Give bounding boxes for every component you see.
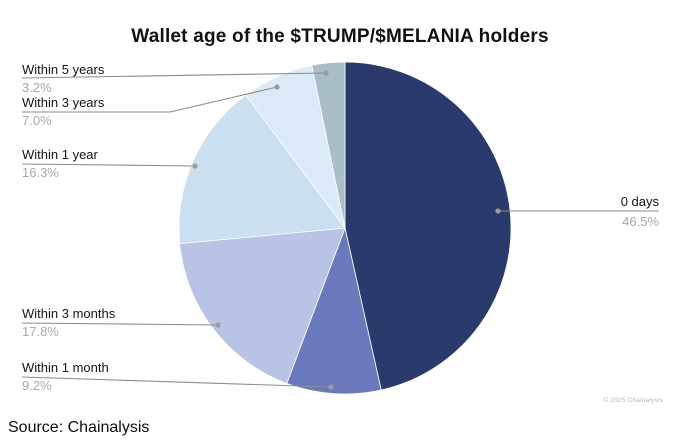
source-caption: Source: Chainalysis (8, 419, 150, 436)
copyright-note: © 2025 Chainalysis (603, 397, 663, 404)
leader-line-within-1-year (21, 163, 196, 167)
leader-dot-within-1-year (192, 163, 198, 169)
leader-dot-within-3-months (215, 322, 221, 328)
pie-slice-within-1-year[interactable] (178, 94, 346, 245)
pie-slice-within-3-months[interactable] (179, 227, 346, 384)
leader-line-within-3-years (22, 86, 278, 113)
leader-dot-within-5-years (323, 70, 329, 76)
slice-label-0-days: 0 days (621, 194, 660, 209)
pie-slice-within-5-years[interactable] (311, 61, 346, 229)
slice-label-within-3-months: Within 3 months (22, 306, 116, 321)
leader-line-within-1-month (21, 376, 332, 388)
slice-percent-0-days: 46.5% (622, 214, 659, 229)
leader-line-within-5-years (21, 72, 327, 79)
slice-percent-within-5-years: 3.2% (22, 80, 52, 95)
pie-slice-within-1-month[interactable] (286, 226, 382, 395)
slice-label-within-5-years: Within 5 years (22, 62, 105, 77)
slice-percent-within-1-year: 16.3% (22, 165, 59, 180)
leader-dot-0-days (495, 208, 501, 214)
leader-line-within-3-months (21, 322, 219, 326)
slice-percent-within-3-months: 17.8% (22, 324, 59, 339)
slice-label-within-3-years: Within 3 years (22, 95, 105, 110)
pie-slice-0-days[interactable] (344, 61, 512, 391)
slice-percent-within-1-month: 9.2% (22, 378, 52, 393)
slice-percent-within-3-years: 7.0% (22, 113, 52, 128)
chart-title: Wallet age of the $TRUMP/$MELANIA holder… (131, 26, 549, 47)
slice-label-within-1-year: Within 1 year (22, 147, 99, 162)
slice-label-within-1-month: Within 1 month (22, 360, 109, 375)
leader-dot-within-1-month (328, 384, 334, 390)
leader-dot-within-3-years (274, 84, 280, 90)
